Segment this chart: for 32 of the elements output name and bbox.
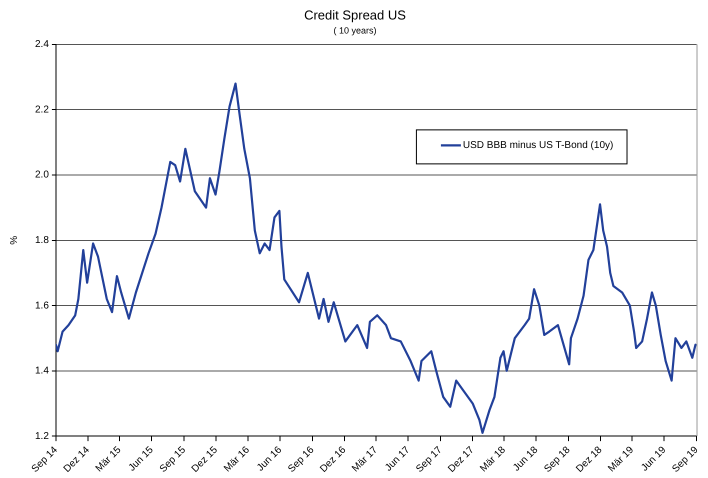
y-tick-label: 2.2 (34, 104, 50, 116)
x-tick-label: Mär 19 (606, 444, 636, 474)
x-tick-label: Sep 18 (542, 444, 573, 475)
x-tick-label: Sep 16 (286, 444, 317, 475)
x-tick-label: Sep 14 (30, 444, 60, 475)
x-tick-label: Mär 17 (350, 444, 380, 474)
chart-subtitle: ( 10 years) (333, 25, 377, 36)
x-tick-label: Dez 16 (318, 444, 349, 475)
y-tick-label: 1.4 (34, 366, 50, 377)
x-tick-label: Jun 18 (511, 444, 541, 474)
x-tick-label: Jun 17 (383, 444, 413, 474)
x-tick-label: Dez 14 (62, 444, 92, 475)
y-axis-title: % (8, 236, 20, 245)
x-tick-label: Jun 19 (639, 444, 669, 474)
legend-label: USD BBB minus US T-Bond (10y) (462, 140, 614, 152)
x-tick-label: Jun 15 (126, 444, 156, 474)
x-tick-label: Sep 19 (670, 444, 701, 475)
y-tick-label: 2.4 (34, 39, 50, 50)
x-tick-label: Mär 15 (94, 444, 124, 474)
chart-title: Credit Spread US (304, 7, 406, 22)
x-tick-label: Dez 17 (446, 444, 477, 475)
x-tick-label: Mär 18 (478, 444, 508, 474)
x-tick-label: Sep 17 (414, 444, 445, 475)
x-tick-label: Jun 16 (255, 444, 284, 474)
x-tick-label: Mär 16 (222, 444, 252, 474)
y-tick-label: 1.8 (34, 235, 50, 246)
x-tick-label: Dez 15 (190, 444, 220, 475)
x-tick-label: Sep 15 (158, 444, 188, 475)
x-tick-label: Dez 18 (574, 444, 605, 475)
y-tick-label: 2.0 (34, 170, 50, 181)
y-tick-label: 1.6 (34, 300, 50, 312)
y-tick-label: 1.2 (34, 430, 50, 442)
